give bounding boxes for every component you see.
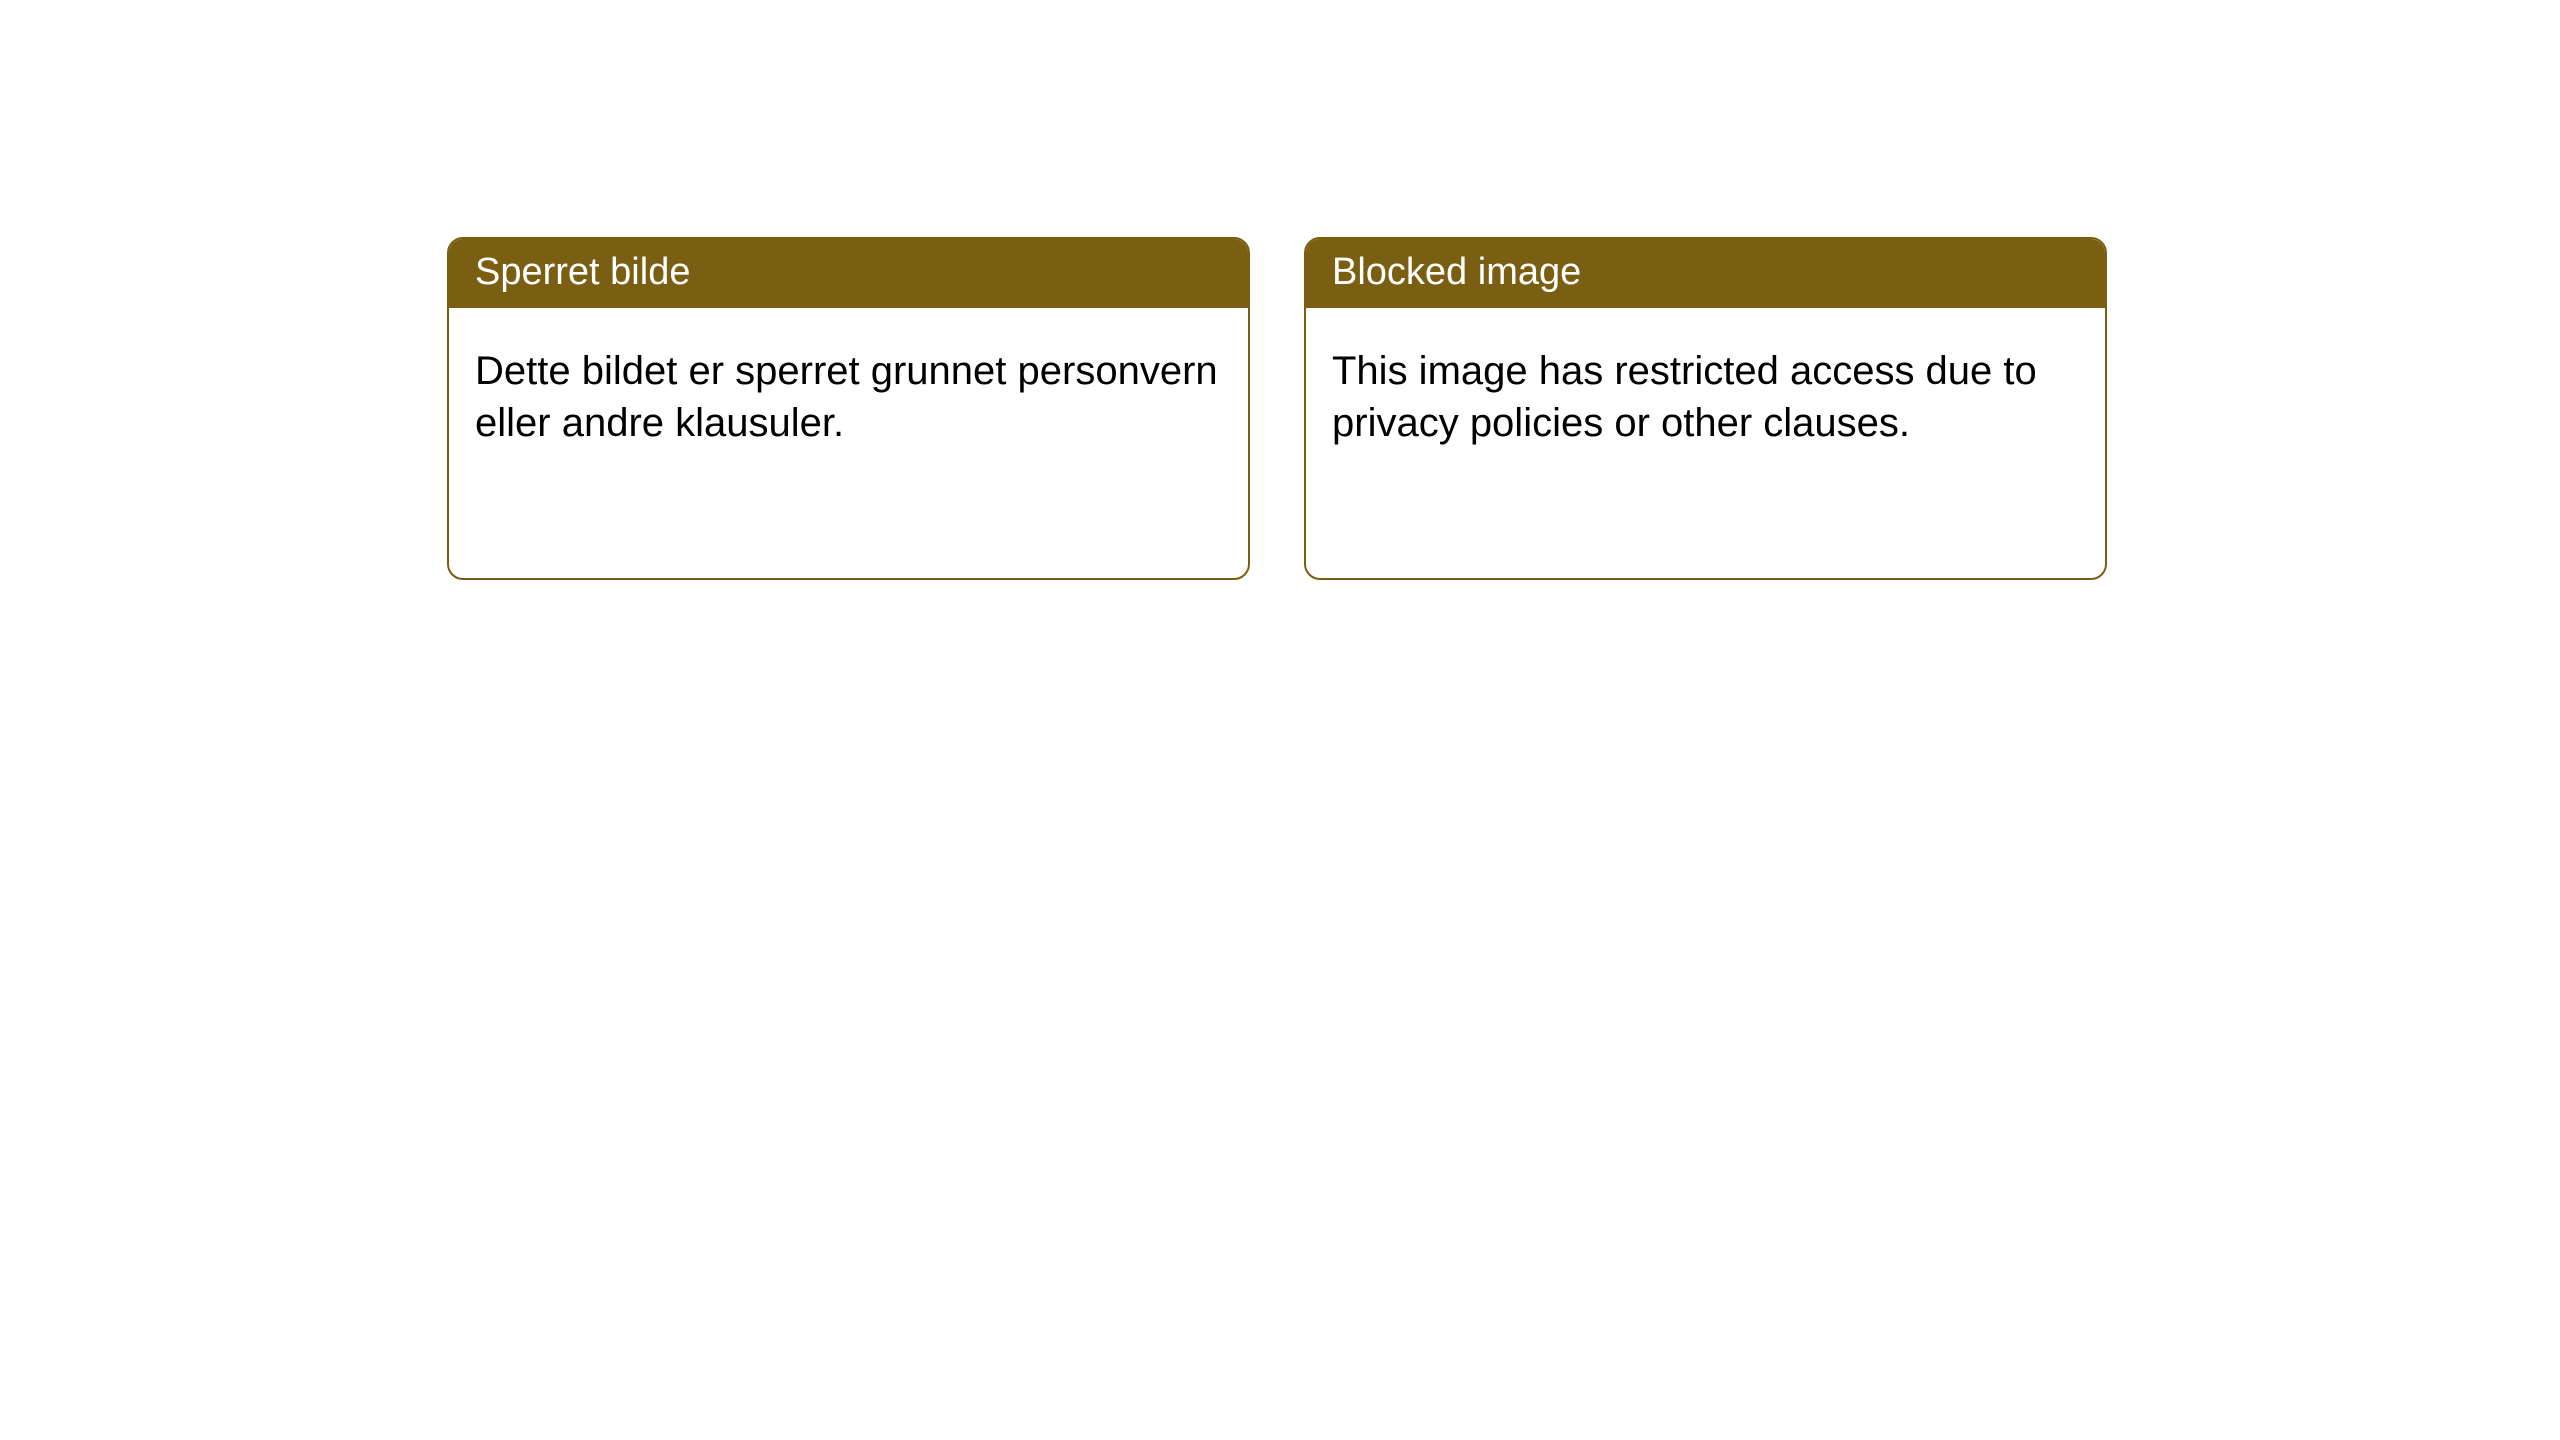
notice-box-english: Blocked image This image has restricted … — [1304, 237, 2107, 580]
notice-container: Sperret bilde Dette bildet er sperret gr… — [0, 0, 2560, 580]
notice-body: Dette bildet er sperret grunnet personve… — [449, 308, 1248, 578]
notice-body: This image has restricted access due to … — [1306, 308, 2105, 578]
notice-header: Sperret bilde — [449, 239, 1248, 308]
notice-box-norwegian: Sperret bilde Dette bildet er sperret gr… — [447, 237, 1250, 580]
notice-header: Blocked image — [1306, 239, 2105, 308]
